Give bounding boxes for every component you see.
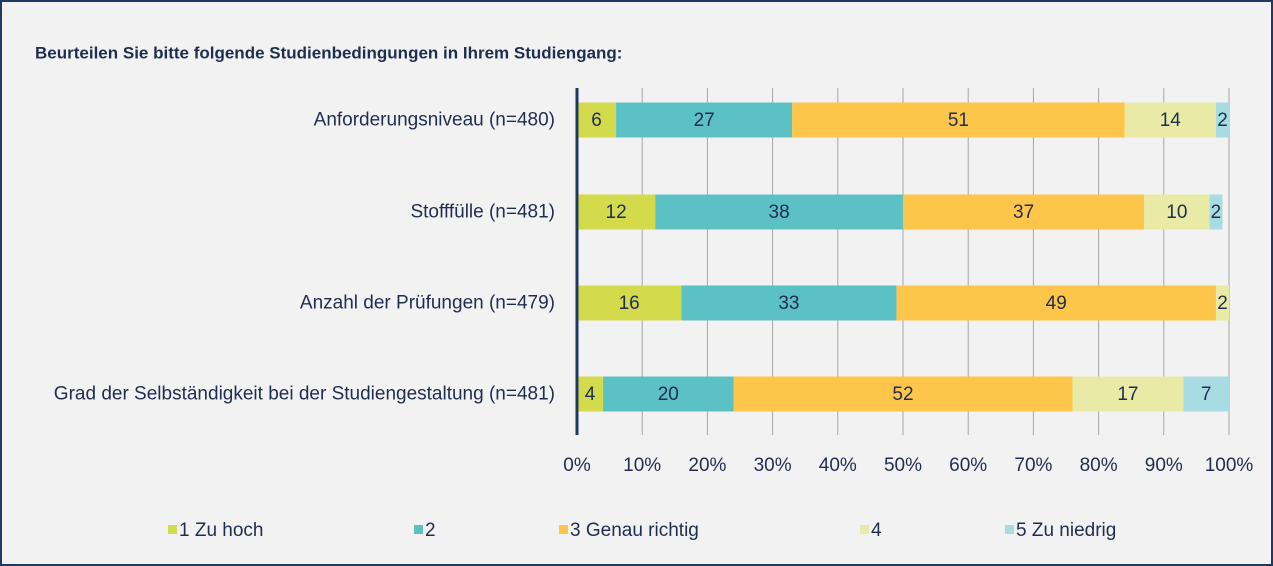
bar-segment	[896, 285, 1216, 321]
legend-marker	[860, 525, 869, 534]
bar-segment	[577, 376, 604, 412]
bar-segment	[577, 285, 682, 321]
x-tick-label: 50%	[884, 455, 922, 476]
x-tick-label: 80%	[1080, 455, 1118, 476]
legend-label: 1 Zu hoch	[179, 520, 264, 541]
data-label: 14	[1160, 110, 1182, 131]
data-label: 20	[658, 384, 679, 405]
x-tick-label: 40%	[819, 455, 857, 476]
bar-segment	[577, 102, 617, 138]
x-tick-label: 60%	[949, 455, 987, 476]
category-label: Anzahl der Prüfungen (n=479)	[299, 292, 555, 314]
bar-segment	[733, 376, 1073, 412]
data-label: 2	[1217, 293, 1228, 314]
legend-marker	[414, 525, 423, 534]
legend-marker	[168, 525, 177, 534]
bar-segment	[1072, 376, 1184, 412]
data-label: 52	[892, 384, 913, 405]
legend-label: 4	[871, 520, 882, 541]
data-label: 10	[1166, 202, 1187, 223]
bar-segment	[681, 285, 897, 321]
bar-segment	[1215, 102, 1229, 138]
data-label: 16	[619, 293, 640, 314]
x-tick-label: 20%	[688, 455, 726, 476]
x-tick-label: 30%	[754, 455, 792, 476]
bar-segment	[1144, 194, 1210, 230]
legend-label: 5 Zu niedrig	[1016, 520, 1116, 541]
x-tick-label: 0%	[563, 455, 591, 476]
bar-segment	[1124, 102, 1216, 138]
legend-marker	[1005, 525, 1014, 534]
bar-segment	[1183, 376, 1229, 412]
bar-segment	[616, 102, 793, 138]
bar-segment	[1209, 194, 1223, 230]
bar-segment	[655, 194, 903, 230]
data-label: 12	[606, 202, 627, 223]
category-label: Anforderungsniveau (n=480)	[313, 109, 555, 131]
data-label: 49	[1046, 293, 1067, 314]
legend-label: 2	[425, 520, 436, 541]
bar-segment	[792, 102, 1125, 138]
bar-segment	[603, 376, 734, 412]
category-label: Stofffülle (n=481)	[410, 201, 555, 223]
bar-segment	[1215, 285, 1229, 321]
data-label: 6	[591, 110, 602, 131]
data-label: 2	[1211, 202, 1222, 223]
x-tick-label: 10%	[623, 455, 661, 476]
chart-title: Beurteilen Sie bitte folgende Studienbed…	[35, 43, 622, 62]
legend-label: 3 Genau richtig	[570, 520, 699, 541]
data-label: 38	[769, 202, 790, 223]
x-tick-label: 90%	[1145, 455, 1183, 476]
data-label: 33	[778, 293, 799, 314]
data-label: 2	[1217, 110, 1228, 131]
bar-segment	[903, 194, 1145, 230]
x-tick-label: 70%	[1014, 455, 1052, 476]
bar-segment	[577, 194, 656, 230]
data-label: 4	[585, 384, 596, 405]
data-label: 27	[694, 110, 715, 131]
data-label: 17	[1117, 384, 1138, 405]
x-tick-label: 100%	[1205, 455, 1254, 476]
data-label: 7	[1201, 384, 1212, 405]
data-label: 37	[1013, 202, 1034, 223]
data-label: 51	[948, 110, 969, 131]
legend-marker	[559, 525, 568, 534]
category-label: Grad der Selbständigkeit bei der Studien…	[53, 383, 555, 405]
